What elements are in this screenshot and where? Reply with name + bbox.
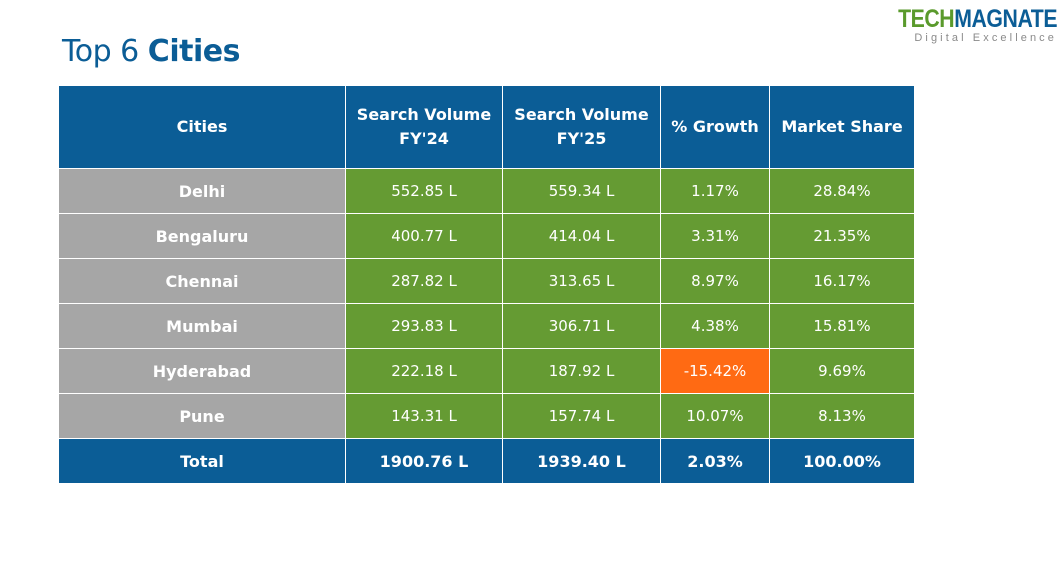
header-row: Cities Search Volume FY'24 Search Volume F… bbox=[58, 85, 915, 169]
logo-tagline: Digital Excellence bbox=[914, 32, 1057, 44]
data-cell: 143.31 L bbox=[345, 393, 503, 439]
total-cell: 1939.40 L bbox=[502, 438, 661, 484]
data-cell: 21.35% bbox=[769, 213, 915, 259]
title-prefix: Top 6 bbox=[62, 34, 139, 69]
data-cell: 1.17% bbox=[660, 168, 770, 214]
logo-part: TECH bbox=[897, 5, 955, 33]
data-cell: 10.07% bbox=[660, 393, 770, 439]
data-cell: 16.17% bbox=[769, 258, 915, 304]
data-cell: 28.84% bbox=[769, 168, 915, 214]
logo-brand: TECHMAGNATE bbox=[898, 6, 1057, 32]
total-cell: 2.03% bbox=[660, 438, 770, 484]
cities-table: Cities Search Volume FY'24 Search Volume F… bbox=[58, 85, 915, 484]
data-cell: 313.65 L bbox=[502, 258, 661, 304]
city-cell: Pune bbox=[58, 393, 346, 439]
logo: TECHMAGNATE Digital Excellence bbox=[870, 6, 1057, 44]
data-cell: 293.83 L bbox=[345, 303, 503, 349]
table-row: Mumbai 293.83 L 306.71 L 4.38% 15.81% bbox=[58, 303, 915, 349]
data-cell: 287.82 L bbox=[345, 258, 503, 304]
total-cell: 1900.76 L bbox=[345, 438, 503, 484]
title-emphasis: Cities bbox=[147, 34, 241, 69]
title: Top 6 Cities bbox=[62, 34, 240, 69]
table-footer: Total 1900.76 L 1939.40 L 2.03% 100.00% bbox=[58, 438, 915, 484]
city-cell: Mumbai bbox=[58, 303, 346, 349]
data-cell: 552.85 L bbox=[345, 168, 503, 214]
table-row: Delhi 552.85 L 559.34 L 1.17% 28.84% bbox=[58, 168, 915, 214]
table-row: Bengaluru 400.77 L 414.04 L 3.31% 21.35% bbox=[58, 213, 915, 259]
total-cell: Total bbox=[58, 438, 346, 484]
data-cell: 187.92 L bbox=[502, 348, 661, 394]
table-body: Delhi 552.85 L 559.34 L 1.17% 28.84% Bengalur… bbox=[58, 168, 915, 439]
header-cell: Market Share bbox=[769, 85, 915, 169]
city-cell: Delhi bbox=[58, 168, 346, 214]
table-row: Hyderabad 222.18 L 187.92 L -15.42% 9.69% bbox=[58, 348, 915, 394]
data-cell: 414.04 L bbox=[502, 213, 661, 259]
data-cell: -15.42% bbox=[660, 348, 770, 394]
logo-part: MAGNATE bbox=[954, 5, 1057, 33]
city-cell: Bengaluru bbox=[58, 213, 346, 259]
header-cell: Search Volume FY'25 bbox=[502, 85, 661, 169]
total-cell: 100.00% bbox=[769, 438, 915, 484]
header-cell: Cities bbox=[58, 85, 346, 169]
total-row: Total 1900.76 L 1939.40 L 2.03% 100.00% bbox=[58, 438, 915, 484]
table-row: Pune 143.31 L 157.74 L 10.07% 8.13% bbox=[58, 393, 915, 439]
city-cell: Chennai bbox=[58, 258, 346, 304]
data-cell: 157.74 L bbox=[502, 393, 661, 439]
table-row: Chennai 287.82 L 313.65 L 8.97% 16.17% bbox=[58, 258, 915, 304]
data-cell: 3.31% bbox=[660, 213, 770, 259]
header-cell: Search Volume FY'24 bbox=[345, 85, 503, 169]
data-cell: 306.71 L bbox=[502, 303, 661, 349]
city-cell: Hyderabad bbox=[58, 348, 346, 394]
header-cell: % Growth bbox=[660, 85, 770, 169]
data-cell: 8.13% bbox=[769, 393, 915, 439]
data-cell: 400.77 L bbox=[345, 213, 503, 259]
data-cell: 559.34 L bbox=[502, 168, 661, 214]
data-cell: 4.38% bbox=[660, 303, 770, 349]
data-cell: 9.69% bbox=[769, 348, 915, 394]
data-cell: 222.18 L bbox=[345, 348, 503, 394]
data-cell: 8.97% bbox=[660, 258, 770, 304]
data-cell: 15.81% bbox=[769, 303, 915, 349]
table-header: Cities Search Volume FY'24 Search Volume F… bbox=[58, 85, 915, 169]
